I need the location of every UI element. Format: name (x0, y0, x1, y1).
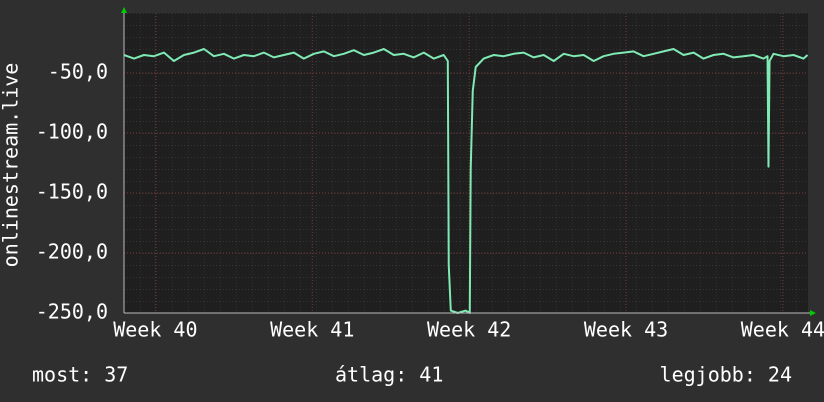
footer-stat: legjobb: 24 (660, 363, 792, 387)
x-tick-label: Week 41 (270, 318, 354, 342)
footer-stat: átlag: 41 (335, 363, 443, 387)
x-tick-label: Week 44 (741, 318, 824, 342)
x-tick-label: Week 43 (584, 318, 668, 342)
y-arrow (121, 7, 127, 13)
x-tick-label: Week 40 (113, 318, 197, 342)
minor-grid (124, 13, 808, 313)
series-line (123, 48, 809, 314)
marks (123, 48, 809, 314)
x-arrow (810, 310, 816, 316)
y-tick-label: -200,0 (36, 240, 108, 264)
y-tick-label: -50,0 (48, 60, 108, 84)
y-tick-label: -100,0 (36, 120, 108, 144)
y-tick-label: -250,0 (36, 300, 108, 324)
footer-stat: most: 37 (32, 363, 128, 387)
x-tick-label: Week 42 (427, 318, 511, 342)
y-tick-label: -150,0 (36, 180, 108, 204)
y-axis-label: onlinestream.live (0, 63, 23, 268)
